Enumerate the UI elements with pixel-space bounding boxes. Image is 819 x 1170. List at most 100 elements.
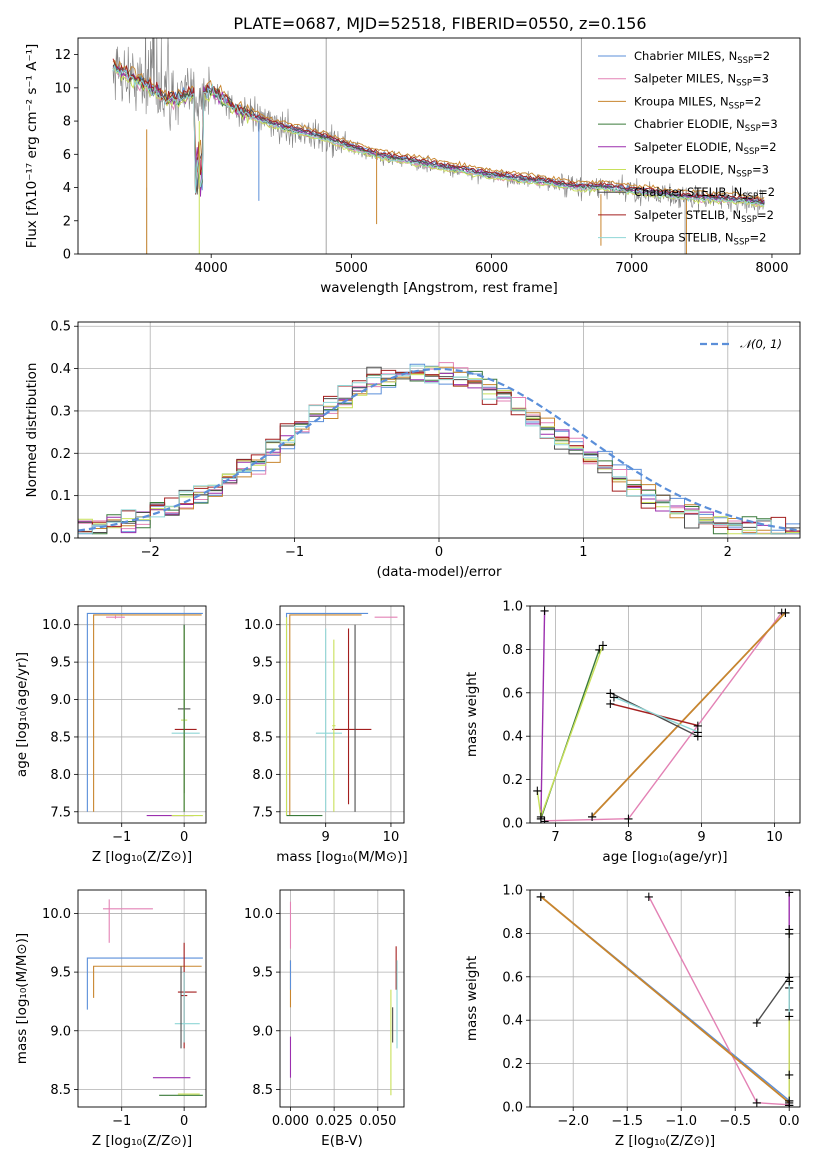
- y-tick-label: 9.5: [50, 966, 71, 981]
- fit-marker: +: [535, 810, 546, 825]
- legend-label-4: Salpeter ELODIE, NSSP=2: [634, 140, 777, 157]
- z-marker: +: [535, 890, 546, 905]
- bracket-bar: [86, 612, 203, 812]
- y-tick-label: 0.2: [50, 447, 71, 462]
- plot-area: [78, 362, 800, 535]
- x-tick-label: −1: [285, 545, 304, 560]
- legend-tail: =3: [752, 72, 769, 86]
- x-tick-label: −1.0: [665, 1114, 697, 1129]
- model-6: [112, 64, 765, 205]
- x-tick-label: 10: [766, 830, 783, 845]
- axes-frame: [279, 889, 405, 1108]
- x-tick-label: 0: [180, 830, 188, 845]
- fit-marker: +: [780, 606, 791, 621]
- y-tick-label: 0.0: [502, 817, 523, 832]
- z-marker: +: [784, 927, 795, 942]
- z-marker: +: [751, 1016, 762, 1031]
- x-tick-label: −1: [112, 1114, 131, 1129]
- y-tick-label: 7.5: [50, 805, 71, 820]
- histogram-8: [78, 365, 800, 535]
- fit-marker: +: [692, 719, 703, 734]
- plot-area: [289, 901, 398, 1096]
- x-tick-label: 0: [435, 545, 443, 560]
- y-tick-label: 8.5: [252, 730, 273, 745]
- fit-marker: +: [776, 606, 787, 621]
- y-tick-label: 10.0: [42, 907, 71, 922]
- legend-text: Salpeter MILES, N: [634, 72, 736, 86]
- y-tick-label: 8.0: [50, 768, 71, 783]
- y-axis-label: age [log₁₀(age/yr)]: [14, 652, 30, 777]
- legend-sub: SSP: [742, 192, 758, 202]
- x-axis-label: E(B-V): [321, 1133, 363, 1149]
- z-marker: +: [643, 890, 654, 905]
- y-tick-label: 0.4: [502, 730, 523, 745]
- fit-track-5: [536, 644, 604, 817]
- fit-marker: +: [539, 814, 550, 829]
- x-axis-label: (data-model)/error: [376, 564, 502, 580]
- gaussian-curve: [78, 367, 800, 532]
- chart-title: PLATE=0687, MJD=52518, FIBERID=0550, z=0…: [233, 14, 646, 33]
- histogram-7: [78, 369, 800, 533]
- x-tick-label: 7000: [615, 261, 648, 276]
- legend-sub: SSP: [736, 79, 752, 89]
- y-tick-label: 4: [63, 181, 71, 196]
- x-axis-label: mass [log₁₀(M/M⊙)]: [276, 849, 407, 865]
- legend-tail: =2: [749, 231, 766, 245]
- y-tick-label: 10.0: [244, 618, 273, 633]
- fit-marker: +: [587, 810, 598, 825]
- legend-label-8: Kroupa STELIB, NSSP=2: [634, 231, 766, 248]
- legend-sub: SSP: [734, 238, 750, 248]
- plot-area: [86, 612, 203, 817]
- legend-text: Salpeter STELIB, N: [634, 208, 741, 222]
- legend-tail: =2: [744, 94, 761, 108]
- fit-track-8: [613, 696, 699, 733]
- x-tick-label: −1: [112, 830, 131, 845]
- fit-track-1: [544, 612, 783, 822]
- x-axis-label: wavelength [Angstrom, rest frame]: [320, 280, 558, 296]
- fit-track-2: [591, 611, 787, 818]
- panel-age_vs_z: −1 0 7.5 8.0 8.5 9.0 9.5 10.0 Z [log₁₀(Z/Z⊙)] age…: [14, 605, 207, 865]
- y-tick-label: 2: [63, 214, 71, 229]
- y-tick-label: 1.0: [502, 600, 523, 615]
- panel-mass_vs_ebv: 0.000 0.025 0.050 8.5 9.0 9.5 10.0 E(B-V): [244, 889, 405, 1149]
- x-tick-label: 0.025: [316, 1114, 353, 1129]
- panel-weight_vs_z: ++++ +++++++++++++++−2.0 −1.5 −1.0 −0.5 0.0 0.…: [464, 884, 801, 1149]
- panel-spectrum: 4000 5000 6000 7000 8000 0 2 4 6 8 10 12 wavelength …: [24, 37, 801, 296]
- legend-tail: =2: [753, 49, 770, 63]
- x-tick-label: 10: [383, 830, 400, 845]
- y-tick-label: 0.3: [50, 404, 71, 419]
- plot-area: [285, 612, 398, 817]
- x-tick-label: 6000: [475, 261, 508, 276]
- model-8: [112, 64, 765, 207]
- x-tick-label: 1: [579, 545, 587, 560]
- legend-tail: =3: [752, 163, 769, 177]
- x-axis-label: age [log₁₀(age/yr)]: [602, 849, 727, 865]
- fit-marker: +: [605, 686, 616, 701]
- legend-sub: SSP: [729, 101, 745, 111]
- plot-area: [86, 899, 203, 1096]
- fit-marker: +: [605, 697, 616, 712]
- x-tick-label: 2: [724, 545, 732, 560]
- x-tick-label: 4000: [195, 261, 228, 276]
- y-tick-label: 9.5: [50, 656, 71, 671]
- model-5: [112, 67, 765, 208]
- x-axis-label: Z [log₁₀(Z/Z⊙)]: [615, 1133, 715, 1149]
- x-axis-label: Z [log₁₀(Z/Z⊙)]: [92, 849, 192, 865]
- z-marker: +: [784, 886, 795, 901]
- y-tick-label: 6: [63, 148, 71, 163]
- legend-sub: SSP: [745, 124, 761, 134]
- legend-tail: =2: [758, 185, 775, 199]
- y-tick-label: 7.5: [252, 805, 273, 820]
- y-axis-label: mass weight: [464, 956, 480, 1041]
- axes-frame: [77, 321, 801, 539]
- legend-label-7: Salpeter STELIB, NSSP=2: [634, 208, 774, 225]
- y-tick-label: 0.5: [50, 320, 71, 335]
- legend-sub: SSP: [741, 215, 757, 225]
- legend-label-0: Chabrier MILES, NSSP=2: [634, 49, 770, 66]
- axes-frame: [77, 889, 207, 1108]
- x-tick-label: 0.0: [779, 1114, 800, 1129]
- legend-text: Kroupa ELODIE, N: [634, 163, 736, 177]
- x-tick-label: 0.050: [359, 1114, 396, 1129]
- y-tick-label: 0.4: [502, 1014, 523, 1029]
- legend-sub: SSP: [737, 56, 753, 66]
